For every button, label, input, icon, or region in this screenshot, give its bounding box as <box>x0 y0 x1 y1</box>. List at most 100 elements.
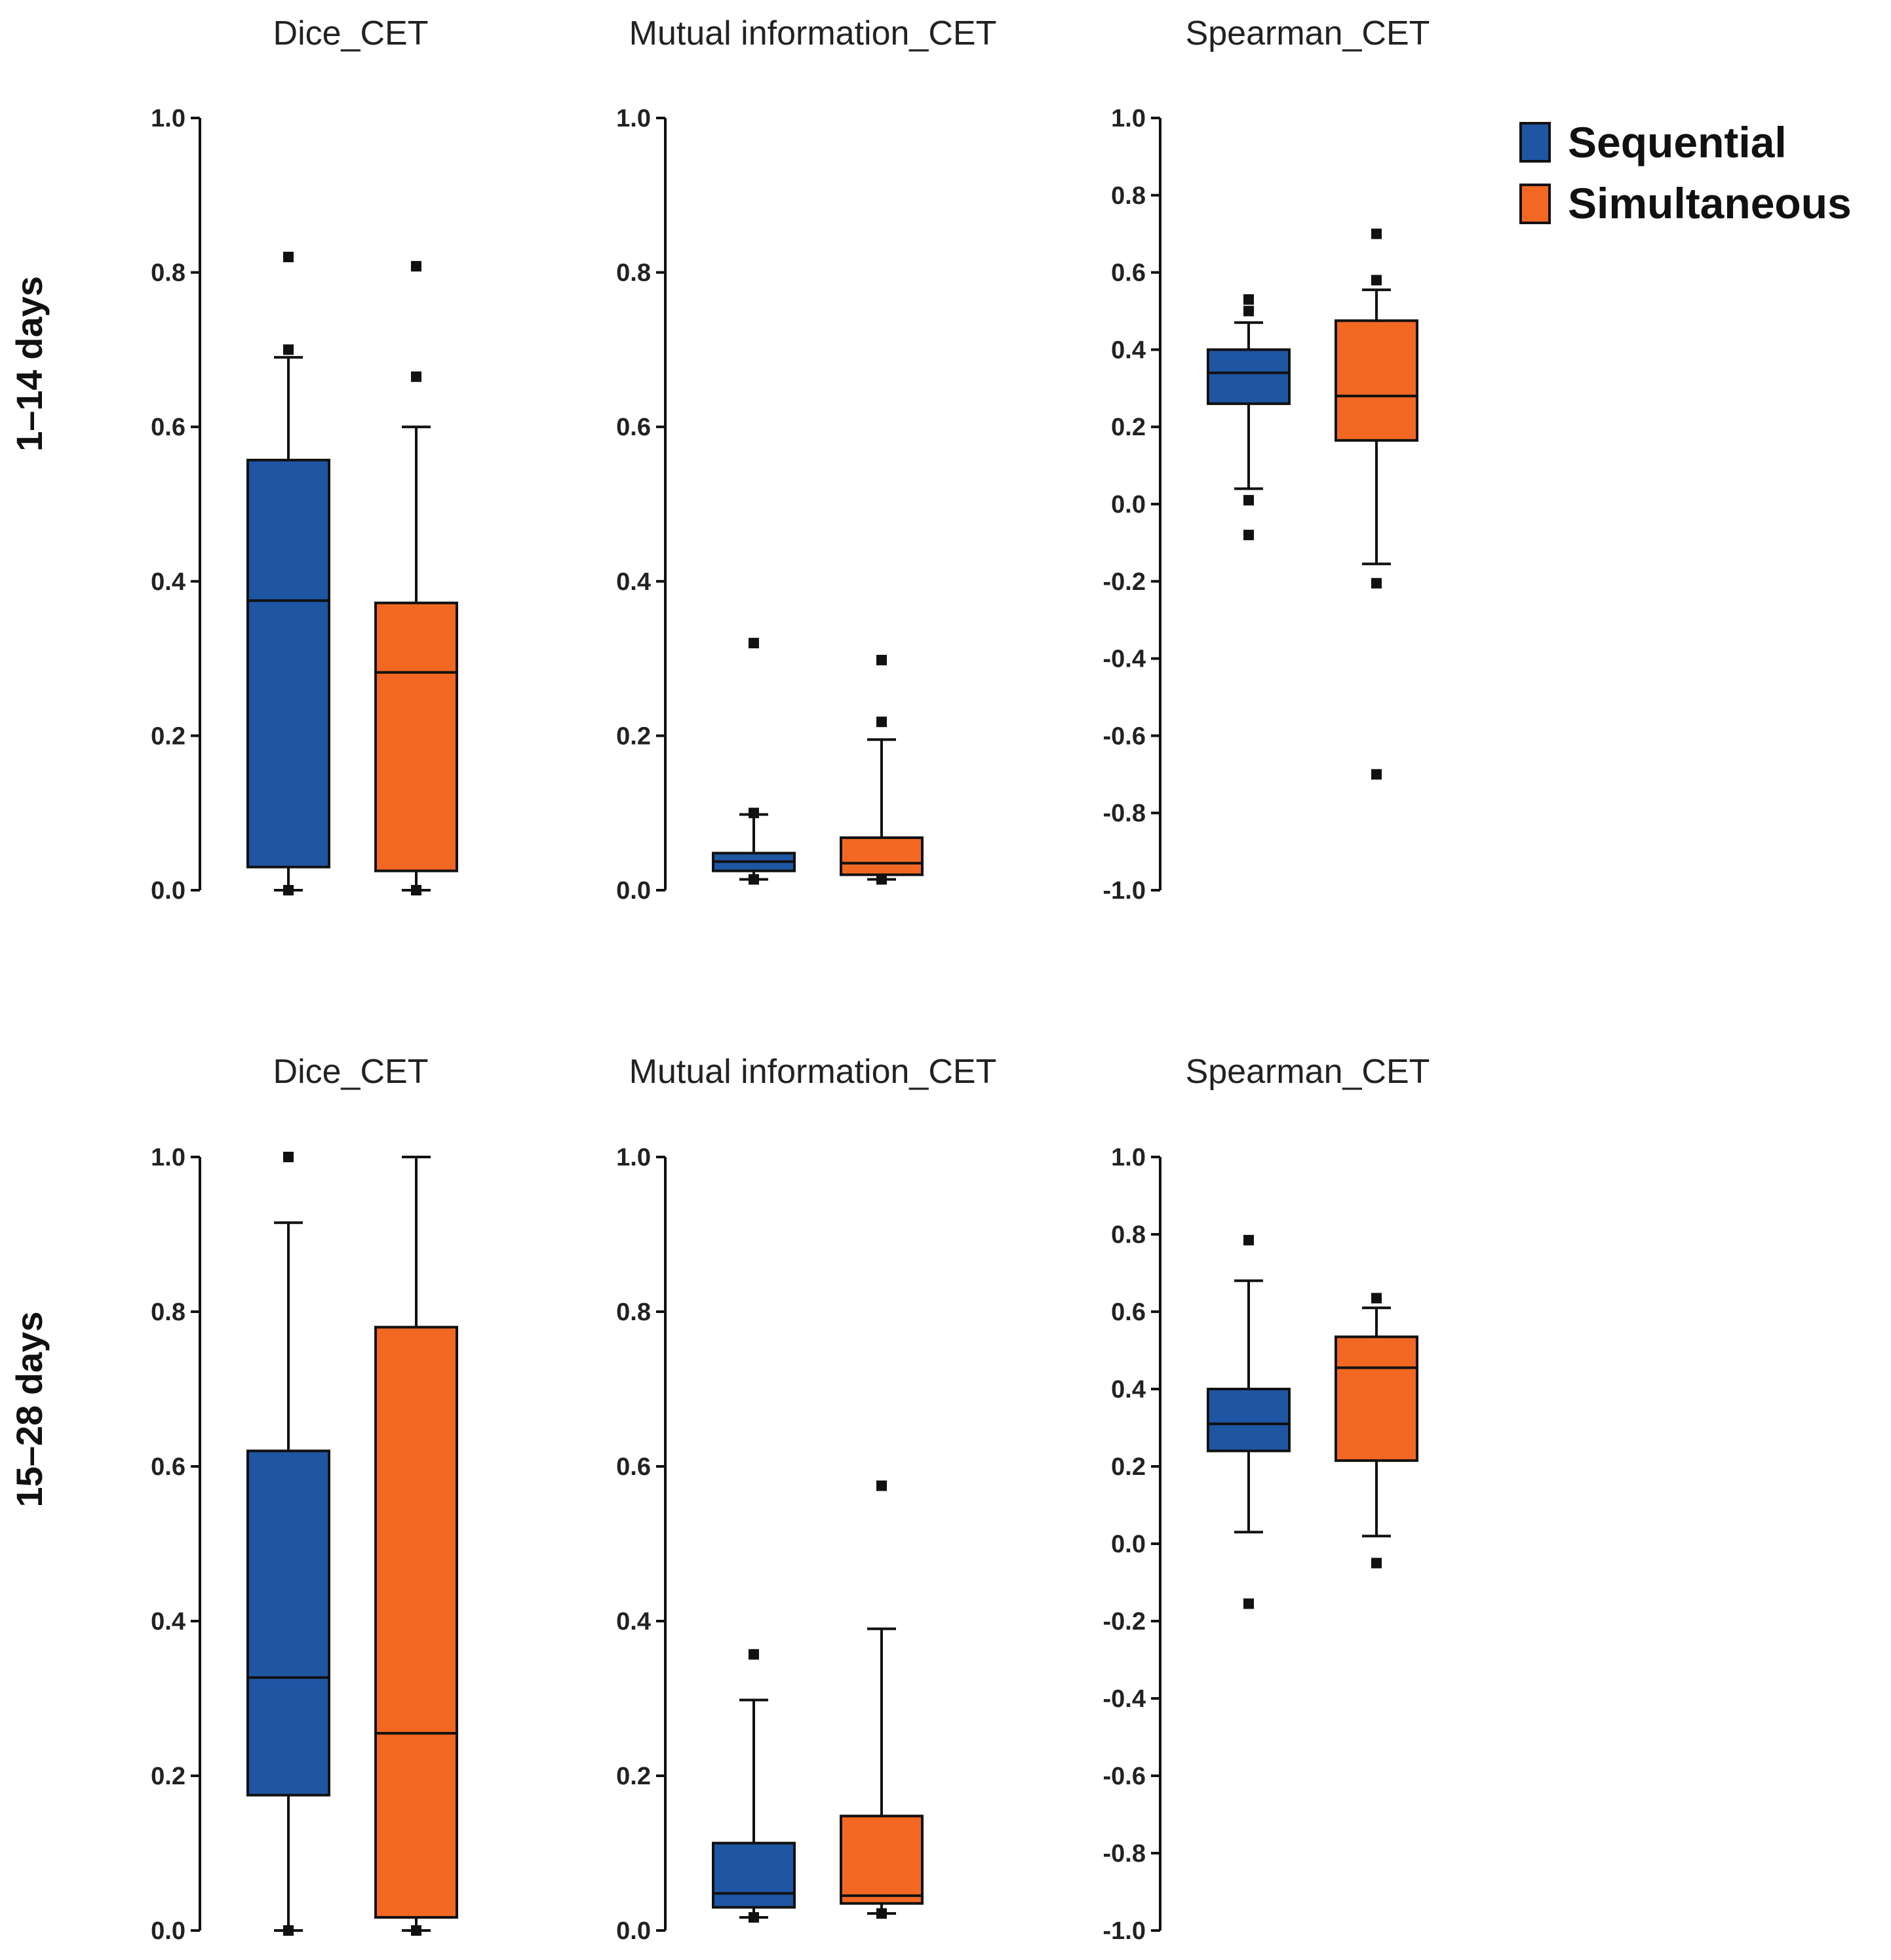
y-tick-label: 0.0 <box>151 1917 185 1945</box>
y-tick-label: 0.0 <box>616 1917 651 1945</box>
y-tick-label: -0.6 <box>1103 722 1146 750</box>
outlier-point <box>411 885 421 895</box>
panel-2-1: Dice_CET 0.0 0.2 0.4 0.6 0.8 1.0 <box>151 1053 458 1945</box>
iqr-box <box>1335 1335 1418 1462</box>
panel-title: Spearman_CET <box>1186 14 1430 52</box>
outlier-point <box>1371 1558 1382 1569</box>
outlier-point <box>1243 294 1254 305</box>
y-tick-label: -0.4 <box>1103 646 1146 673</box>
outlier-point <box>1371 275 1382 286</box>
panel-1-2: Mutual information_CET 0.0 0.2 0.4 0.6 0.8 1.0 <box>616 14 996 905</box>
y-tick-label: 0.6 <box>151 414 185 441</box>
y-tick-label: 0.8 <box>1111 182 1146 210</box>
y-tick-label: -0.2 <box>1103 568 1146 596</box>
y-tick-label: -0.4 <box>1103 1685 1146 1713</box>
panel-2-3: Spearman_CET -1.0 -0.8 -0.6 -0.4 -0.2 0.0 0.2 0.… <box>1103 1053 1430 1945</box>
box-sequential <box>1207 294 1291 541</box>
y-tick-label: -1.0 <box>1103 877 1146 905</box>
outlier-point <box>1371 1293 1382 1304</box>
y-tick-label: -0.8 <box>1103 800 1146 827</box>
y-tick-label: 0.8 <box>151 260 185 287</box>
outlier-point <box>1243 530 1254 541</box>
outlier-point <box>876 716 887 728</box>
panel-1-1: Dice_CET 0.0 0.2 0.4 0.6 0.8 1.0 <box>151 14 458 905</box>
y-tick-label: 0.2 <box>616 722 651 750</box>
y-tick-label: -0.8 <box>1103 1840 1146 1868</box>
box-sequential <box>246 1152 330 1936</box>
panel-title: Dice_CET <box>273 1053 429 1091</box>
y-tick-label: 0.8 <box>151 1299 185 1326</box>
iqr-box <box>1207 348 1291 405</box>
y-tick-label: -1.0 <box>1103 1917 1146 1945</box>
y-tick-label: 0.0 <box>1111 491 1146 519</box>
y-tick-label: 0.4 <box>151 1608 185 1636</box>
legend-swatch-simultaneous <box>1519 184 1551 224</box>
y-tick-label: 0.6 <box>616 1453 651 1481</box>
y-tick-label: -0.2 <box>1103 1608 1146 1636</box>
legend-label-simultaneous: Simultaneous <box>1568 179 1852 227</box>
outlier-point <box>1243 305 1254 317</box>
y-tick-label: 0.0 <box>1111 1531 1146 1558</box>
y-tick-label: 0.0 <box>151 877 185 905</box>
iqr-box <box>374 601 458 872</box>
y-tick-label: 0.4 <box>1111 1376 1146 1403</box>
y-tick-label: 1.0 <box>616 1144 651 1171</box>
y-tick-label: 0.4 <box>616 568 651 596</box>
box-sequential <box>712 1649 796 1923</box>
box-simultaneous <box>840 1480 924 1919</box>
iqr-box <box>374 1325 458 1919</box>
y-tick-label: 0.4 <box>1111 336 1146 364</box>
y-tick-label: 0.6 <box>1111 260 1146 287</box>
box-simultaneous <box>374 261 458 895</box>
outlier-point <box>749 874 759 885</box>
outlier-point <box>1243 1234 1254 1245</box>
outlier-point <box>411 261 421 272</box>
panel-1-3: Spearman_CET -1.0 -0.8 -0.6 -0.4 -0.2 0.0 0.2 0.… <box>1103 14 1430 905</box>
outlier-point <box>749 808 759 819</box>
box-simultaneous <box>840 654 924 885</box>
iqr-box <box>840 1814 924 1905</box>
row-label-1-14-days: 1–14 days <box>9 276 50 452</box>
legend-swatch-sequential <box>1519 122 1551 163</box>
outlier-point <box>876 654 887 665</box>
outlier-point <box>411 371 421 382</box>
y-tick-label: 0.4 <box>151 568 185 596</box>
outlier-point <box>283 1925 294 1936</box>
y-tick-label: 0.8 <box>616 1299 651 1326</box>
box-sequential <box>712 638 796 885</box>
y-tick-label: 1.0 <box>1111 1144 1146 1171</box>
outlier-point <box>749 1649 759 1660</box>
panel-title: Mutual information_CET <box>629 1053 997 1091</box>
y-tick-label: 1.0 <box>1111 105 1146 132</box>
y-tick-label: 0.2 <box>151 722 185 750</box>
outlier-point <box>283 344 294 355</box>
row-label-15-28-days: 15–28 days <box>9 1312 50 1508</box>
y-tick-label: 0.4 <box>616 1608 651 1636</box>
outlier-point <box>1371 769 1382 780</box>
outlier-point <box>1243 1598 1254 1609</box>
box-sequential <box>1207 1234 1291 1609</box>
outlier-point <box>749 1911 759 1923</box>
y-tick-label: 1.0 <box>151 1144 185 1171</box>
y-tick-label: 0.6 <box>1111 1299 1146 1326</box>
outlier-point <box>283 1152 294 1162</box>
outlier-point <box>749 638 759 649</box>
box-sequential <box>246 252 330 895</box>
outlier-point <box>1371 578 1382 589</box>
iqr-box <box>246 1449 330 1797</box>
panel-title: Mutual information_CET <box>629 14 997 52</box>
outlier-point <box>1243 495 1254 506</box>
outlier-point <box>283 885 294 895</box>
y-tick-label: 0.8 <box>616 260 651 287</box>
y-tick-label: 0.2 <box>151 1763 185 1790</box>
y-tick-label: 0.0 <box>616 877 651 905</box>
outlier-point <box>1371 228 1382 239</box>
outlier-point <box>876 1480 887 1491</box>
y-tick-label: 0.2 <box>616 1763 651 1790</box>
iqr-box <box>712 1841 796 1909</box>
legend: Sequential Simultaneous <box>1519 118 1852 227</box>
y-tick-label: 0.6 <box>616 414 651 441</box>
panel-2-2: Mutual information_CET 0.0 0.2 0.4 0.6 0.8 1.0 <box>616 1053 996 1945</box>
box-simultaneous <box>1335 228 1418 780</box>
